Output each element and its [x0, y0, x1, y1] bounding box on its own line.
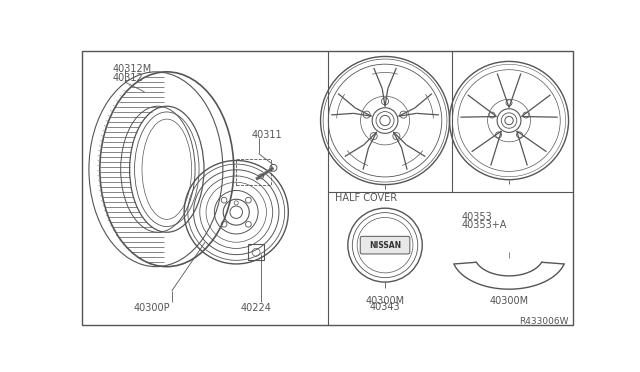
Text: 40312M: 40312M [112, 64, 152, 74]
Text: 40300M: 40300M [365, 296, 404, 306]
Text: R433006W: R433006W [519, 317, 568, 326]
Text: 40353+A: 40353+A [462, 220, 508, 230]
Text: 40343: 40343 [370, 302, 401, 312]
Bar [236, 159, 271, 185]
Text: NISSAN: NISSAN [369, 241, 401, 250]
Text: 40311: 40311 [251, 130, 282, 140]
Text: 40312: 40312 [112, 73, 143, 83]
Text: 40300M: 40300M [490, 296, 529, 306]
Text: 40353: 40353 [462, 212, 493, 221]
Text: 40300P: 40300P [134, 303, 170, 313]
Text: 40224: 40224 [241, 303, 271, 313]
Text: HALF COVER: HALF COVER [335, 193, 397, 203]
Bar [248, 244, 264, 260]
FancyBboxPatch shape [360, 236, 410, 254]
